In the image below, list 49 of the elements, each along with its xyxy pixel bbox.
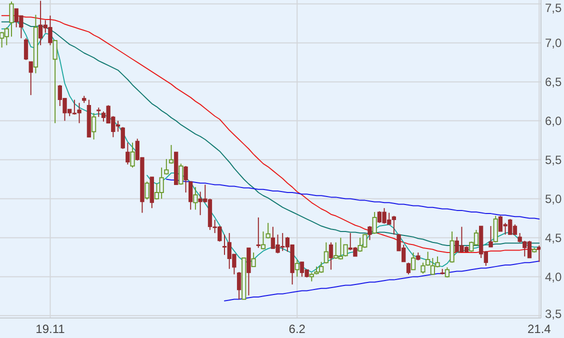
candlestick <box>91 112 96 140</box>
candlestick <box>28 61 33 96</box>
y-tick-label: 4,0 <box>545 270 562 284</box>
y-tick-label: 7,5 <box>545 1 562 16</box>
candlestick <box>178 163 184 186</box>
candlestick <box>130 142 135 168</box>
candlestick <box>144 181 150 200</box>
candlestick <box>266 222 270 239</box>
candlestick <box>294 259 300 278</box>
candlestick <box>236 272 242 300</box>
candlestick <box>184 166 188 194</box>
candlestick <box>426 251 430 266</box>
candlestick <box>24 38 28 61</box>
candlestick <box>120 126 125 150</box>
candlestick <box>164 158 169 176</box>
candlestick <box>324 242 328 264</box>
candlestick <box>406 262 411 275</box>
candlestick <box>488 226 493 248</box>
candlestick <box>450 230 454 264</box>
y-tick-label: 6,0 <box>545 114 562 128</box>
candlestick <box>96 107 101 118</box>
x-tick-label: 19.11 <box>36 322 66 336</box>
candlestick <box>126 142 130 165</box>
candlestick <box>4 26 9 46</box>
line-series <box>224 260 540 302</box>
candlestick <box>251 252 256 268</box>
candlestick <box>188 181 193 210</box>
candlestick <box>493 215 498 243</box>
candlestick <box>343 244 348 257</box>
candlestick <box>420 262 426 274</box>
y-tick-label: 5,0 <box>545 192 562 206</box>
candlestick <box>372 212 377 234</box>
candlestick <box>411 252 416 270</box>
y-tick-label: 3,5 <box>545 307 562 322</box>
candlestick <box>193 186 198 210</box>
candlestick <box>256 216 260 248</box>
candlestick <box>444 266 450 278</box>
candlestick <box>52 40 58 124</box>
candlestick <box>260 230 266 250</box>
y-tick-label: 7,0 <box>545 36 562 50</box>
x-tick-label: 21.4 <box>528 322 552 336</box>
candlestick <box>168 144 174 164</box>
y-tick-label: 5,5 <box>545 152 562 167</box>
y-tick-label: 4,5 <box>545 230 562 245</box>
y-tick-label: 6,5 <box>545 75 562 90</box>
candlestick <box>328 242 334 270</box>
candlestick <box>368 226 372 241</box>
x-tick-label: 6.2 <box>288 322 306 336</box>
candlestick <box>537 245 542 262</box>
